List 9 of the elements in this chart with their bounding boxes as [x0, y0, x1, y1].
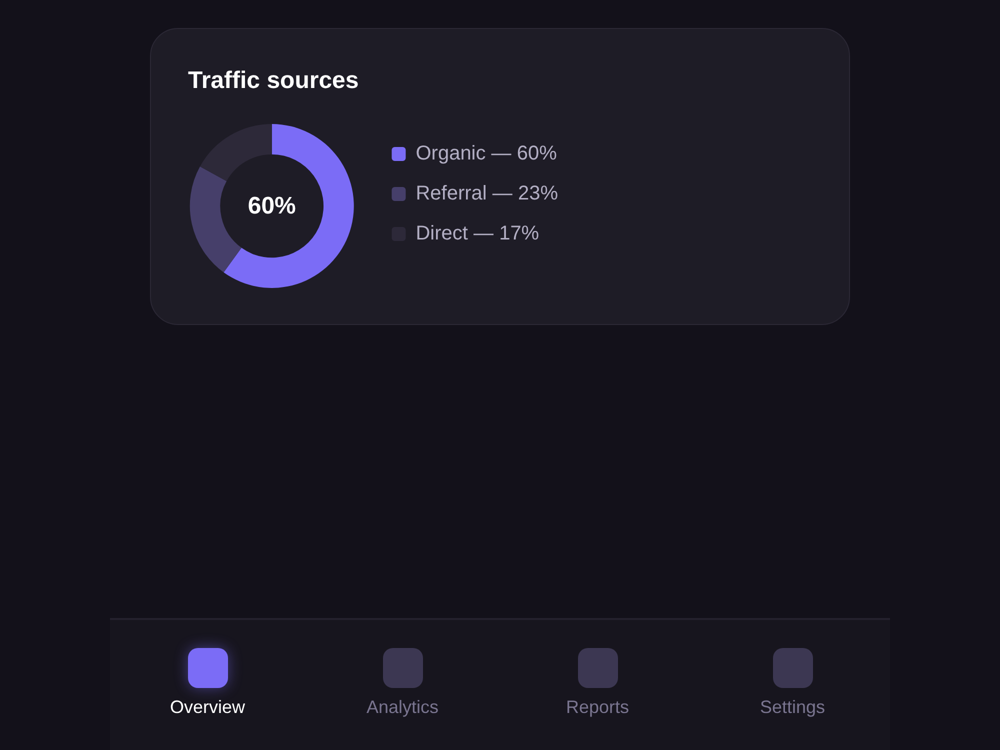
chart-title: Traffic sources [188, 66, 359, 96]
legend-label: Direct — 17% [416, 222, 540, 245]
legend-label: Referral — 23% [416, 182, 558, 205]
text: Analytics [366, 696, 439, 718]
legend-label: Organic — 60% [416, 142, 558, 165]
text: Reports [566, 696, 630, 718]
text: Overview [170, 696, 245, 718]
text: 60% [248, 192, 296, 220]
text: Settings [760, 696, 826, 718]
